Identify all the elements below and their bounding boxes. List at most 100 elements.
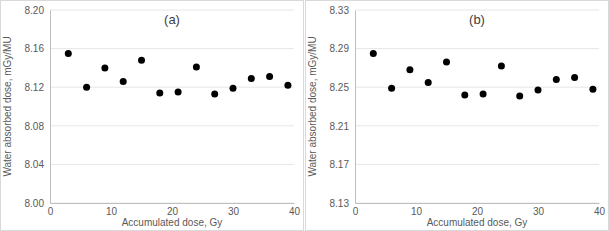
grid-line [355,10,599,11]
x-tick-label: 10 [106,206,118,217]
y-axis-line [355,11,356,204]
point [480,90,487,97]
point [284,82,291,89]
point [553,76,560,83]
grid-line [355,48,599,49]
grid-line [50,125,294,126]
y-axis-title: Water absorbed dose, mGy/MU [307,36,318,176]
points [370,50,597,99]
x-axis-line [356,203,600,204]
y-tick: 8.04 [25,159,50,170]
point [571,74,578,81]
y-tick: 8.16 [25,43,50,54]
plot: 8.00 8.04 8.08 8.12 8.16 8.20 0 10 20 30 40 (a) [25,5,301,217]
point [65,50,72,57]
y-tick-label: 8.13 [330,198,350,209]
y-tick: 8.29 [330,43,355,54]
y-tick: 8.17 [330,159,355,170]
point [175,89,182,96]
y-tick-label: 8.00 [25,198,45,209]
x-tick: 10 [106,203,118,217]
x-tick-label: 40 [289,206,301,217]
grid-line [355,125,599,126]
point [516,92,523,99]
grid [50,10,294,203]
panel-border [306,1,609,231]
point [211,90,218,97]
x-axis-title: Accumulated dose, Gy [427,217,528,228]
y-tick: 8.00 [25,198,50,209]
points [65,50,292,98]
x-tick-label: 20 [472,206,484,217]
point [83,84,90,91]
y-tick: 8.20 [25,5,50,16]
y-tick-label: 8.12 [25,82,45,93]
plot: 8.13 8.17 8.21 8.25 8.29 8.33 0 10 20 30 40 (b) [330,5,606,217]
y-axis: 8.13 8.17 8.21 8.25 8.29 8.33 [330,5,356,209]
y-tick: 8.08 [25,121,50,132]
y-tick-label: 8.33 [330,5,350,16]
point [388,85,395,92]
y-axis-title: Water absorbed dose, mGy/MU [2,36,13,176]
y-tick: 8.21 [330,121,355,132]
point [498,62,505,69]
x-tick-label: 40 [594,206,606,217]
y-tick-label: 8.08 [25,121,45,132]
point [443,59,450,66]
point [193,63,200,70]
y-tick: 8.33 [330,5,355,16]
panel-border [1,1,304,231]
grid-line [355,203,599,204]
y-tick-label: 8.20 [25,5,45,16]
x-tick: 30 [228,203,240,217]
point [425,79,432,86]
y-tick-label: 8.16 [25,43,45,54]
y-tick: 8.12 [25,82,50,93]
point [248,75,255,82]
point [138,57,145,64]
grid-line [355,164,599,165]
point [120,78,127,85]
x-axis: 0 10 20 30 40 [353,203,606,217]
x-axis-title: Accumulated dose, Gy [122,217,223,228]
y-axis-line [50,11,51,204]
point [370,50,377,57]
x-tick: 10 [411,203,423,217]
title: (a) [164,12,180,27]
point [589,86,596,93]
x-tick: 30 [533,203,545,217]
x-tick-label: 30 [228,206,240,217]
point [535,87,542,94]
y-tick: 8.13 [330,198,355,209]
y-tick-label: 8.25 [330,82,350,93]
x-tick-label: 20 [167,206,179,217]
y-tick-label: 8.21 [330,121,350,132]
point [461,91,468,98]
x-tick-label: 30 [533,206,545,217]
title: (b) [469,12,485,27]
x-axis-line [51,203,295,204]
x-axis: 0 10 20 30 40 [48,203,301,217]
x-tick-label: 0 [48,206,54,217]
point [101,64,108,71]
grid-line [50,164,294,165]
x-tick: 20 [167,203,179,217]
grid [355,10,599,203]
y-axis: 8.00 8.04 8.08 8.12 8.16 8.20 [25,5,51,209]
y-tick: 8.25 [330,82,355,93]
figure: 8.00 8.04 8.08 8.12 8.16 8.20 0 10 20 30 40 (a) Accu… [0,0,609,231]
x-tick: 0 [48,203,54,217]
point [156,89,163,96]
panel: 8.13 8.17 8.21 8.25 8.29 8.33 0 10 20 30 40 (b) Accu… [306,1,609,231]
x-tick: 40 [594,203,606,217]
grid-line [50,10,294,11]
y-tick-label: 8.17 [330,159,350,170]
y-tick-label: 8.29 [330,43,350,54]
point [230,85,237,92]
x-tick-label: 10 [411,206,423,217]
point [406,66,413,73]
x-tick-label: 0 [353,206,359,217]
x-tick: 20 [472,203,484,217]
panel: 8.00 8.04 8.08 8.12 8.16 8.20 0 10 20 30 40 (a) Accu… [1,1,304,231]
y-tick-label: 8.04 [25,159,45,170]
